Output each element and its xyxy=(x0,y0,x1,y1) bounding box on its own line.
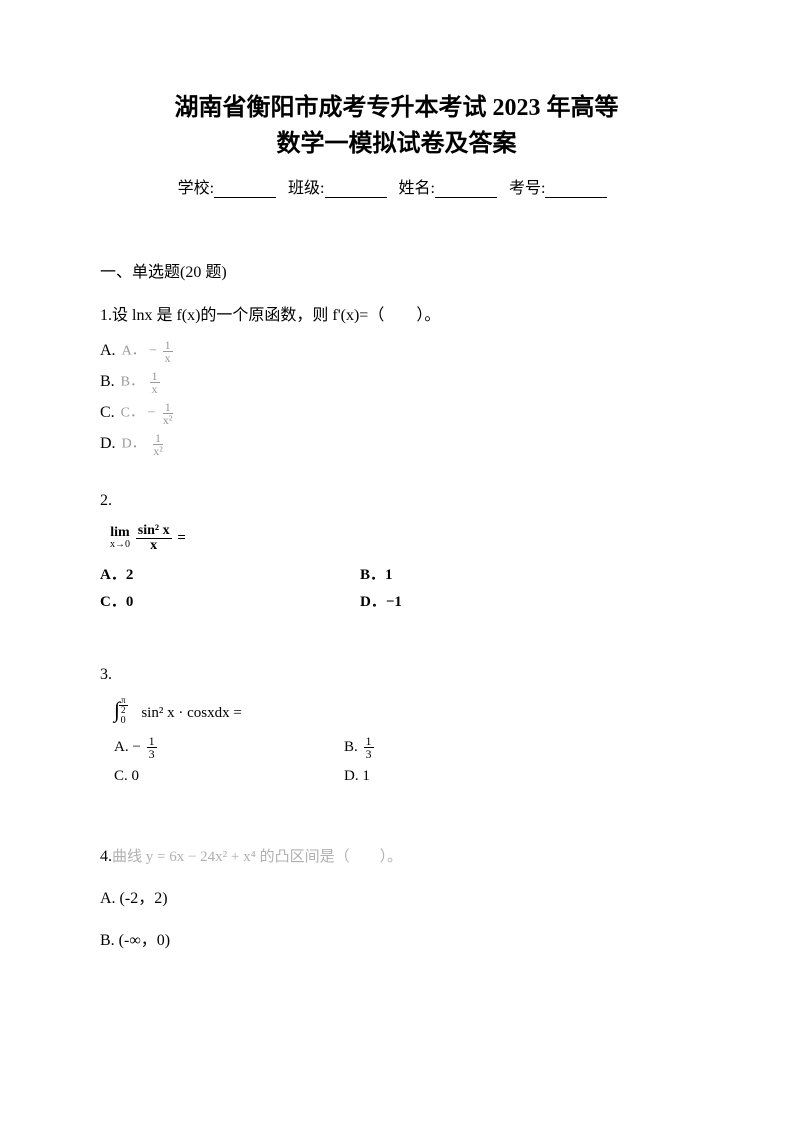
q1-b-prefix: B． xyxy=(121,375,144,390)
class-blank xyxy=(325,180,387,198)
q1-a-den: x xyxy=(163,352,173,364)
q3-a-label: A. xyxy=(114,739,129,755)
school-label: 学校: xyxy=(178,180,214,197)
q3-option-a: A. − 13 xyxy=(114,735,344,760)
title-line-1: 湖南省衡阳市成考专升本考试 2023 年高等 xyxy=(100,90,693,126)
q1-b-num: 1 xyxy=(150,370,160,383)
q2-frac: sin² x x xyxy=(136,524,172,553)
q1-c-frac: 1x² xyxy=(161,401,175,426)
q2-lim-label: lim xyxy=(110,526,129,540)
q3-a-sign: − xyxy=(132,739,140,755)
q4-num: 4. xyxy=(100,848,112,865)
q3-int-upper: π2 xyxy=(117,699,130,710)
question-2: 2. lim x→0 sin² x x = A．2 B．1 C．0 D．−1 xyxy=(100,487,693,611)
q3-option-d: D. 1 xyxy=(344,768,574,785)
q1-option-a: A. A． − 1x xyxy=(100,339,693,364)
class-label: 班级: xyxy=(288,180,324,197)
q1-option-b: B. B． 1x xyxy=(100,370,693,395)
q3-b-frac: 13 xyxy=(364,735,374,760)
q1-d-math: D． 1x² xyxy=(122,432,167,457)
q1-option-d: D. D． 1x² xyxy=(100,432,693,457)
q4-option-b: B. (-∞，0) xyxy=(100,926,693,950)
q4-text: 4.曲线 y = 6x − 24x² + x⁴ 的凸区间是（ ）。 xyxy=(100,845,693,866)
name-label: 姓名: xyxy=(399,180,435,197)
q1-d-num: 1 xyxy=(153,432,163,445)
q1-b-frac: 1x xyxy=(150,370,160,395)
q2-formula: lim x→0 sin² x x = xyxy=(110,524,693,553)
q1-a-letter: A. xyxy=(100,342,116,360)
q3-num: 3. xyxy=(100,661,693,690)
q3-formula: ∫π20 sin² x · cosxdx = xyxy=(114,697,693,724)
student-info-line: 学校: 班级: 姓名: 考号: xyxy=(100,174,693,198)
q1-d-den: x² xyxy=(151,445,165,457)
q3-options: A. − 13 B. 13 C. 0 D. 1 xyxy=(114,735,693,785)
q4-body: 曲线 y = 6x − 24x² + x⁴ 的凸区间是（ ）。 xyxy=(112,849,402,865)
q3-option-c: C. 0 xyxy=(114,768,344,785)
school-blank xyxy=(214,180,276,198)
section-title: 一、单选题(20 题) xyxy=(100,258,693,282)
q3-integrand: sin² x · cosxdx = xyxy=(141,705,241,721)
q1-c-letter: C. xyxy=(100,404,115,422)
q3-a-num: 1 xyxy=(147,735,157,748)
q1-c-math: C． − 1x² xyxy=(121,401,177,426)
q1-a-prefix: A． xyxy=(122,344,146,359)
q2-frac-den: x xyxy=(148,539,159,553)
q1-a-frac: 1x xyxy=(163,339,173,364)
q2-option-d: D．−1 xyxy=(360,590,620,611)
question-4: 4.曲线 y = 6x − 24x² + x⁴ 的凸区间是（ ）。 A. (-2… xyxy=(100,845,693,950)
q3-a-frac: 13 xyxy=(147,735,157,760)
q1-option-c: C. C． − 1x² xyxy=(100,401,693,426)
q2-option-a: A．2 xyxy=(100,563,360,584)
q1-c-sign: − xyxy=(148,406,156,421)
q2-option-c: C．0 xyxy=(100,590,360,611)
q3-int-upper-den: 2 xyxy=(119,706,128,715)
q1-text: 1.设 lnx 是 f(x)的一个原函数，则 f'(x)=（ ）。 xyxy=(100,302,693,331)
q3-b-label: B. xyxy=(344,739,358,755)
q3-b-den: 3 xyxy=(364,748,374,760)
q2-num: 2. xyxy=(100,487,693,516)
q1-a-num: 1 xyxy=(163,339,173,352)
q1-d-frac: 1x² xyxy=(151,432,165,457)
q2-options: A．2 B．1 C．0 D．−1 xyxy=(100,563,693,611)
q1-c-prefix: C． xyxy=(121,406,144,421)
q1-a-math: A． − 1x xyxy=(122,339,175,364)
q4-options: A. (-2，2) B. (-∞，0) xyxy=(100,884,693,950)
q1-c-num: 1 xyxy=(163,401,173,414)
q1-b-den: x xyxy=(150,383,160,395)
q2-lim-sub: x→0 xyxy=(110,540,130,550)
question-1: 1.设 lnx 是 f(x)的一个原函数，则 f'(x)=（ ）。 A. A． … xyxy=(100,302,693,457)
q2-option-b: B．1 xyxy=(360,563,620,584)
q2-equals: = xyxy=(177,530,186,546)
title-line-2: 数学一模拟试卷及答案 xyxy=(100,126,693,162)
q4-option-a: A. (-2，2) xyxy=(100,884,693,908)
q2-frac-num: sin² x xyxy=(136,524,172,539)
question-3: 3. ∫π20 sin² x · cosxdx = A. − 13 B. 13 … xyxy=(100,661,693,785)
q3-a-den: 3 xyxy=(147,748,157,760)
q1-c-den: x² xyxy=(161,414,175,426)
examno-blank xyxy=(545,180,607,198)
q1-a-sign: − xyxy=(149,344,157,359)
q3-option-b: B. 13 xyxy=(344,735,574,760)
q1-b-math: B． 1x xyxy=(121,370,162,395)
q3-b-num: 1 xyxy=(364,735,374,748)
q1-d-prefix: D． xyxy=(122,437,146,452)
q3-int-lower: 0 xyxy=(121,715,126,726)
name-blank xyxy=(435,180,497,198)
q2-lim: lim x→0 xyxy=(110,526,130,550)
examno-label: 考号: xyxy=(509,180,545,197)
q1-d-letter: D. xyxy=(100,435,116,453)
q1-b-letter: B. xyxy=(100,373,115,391)
